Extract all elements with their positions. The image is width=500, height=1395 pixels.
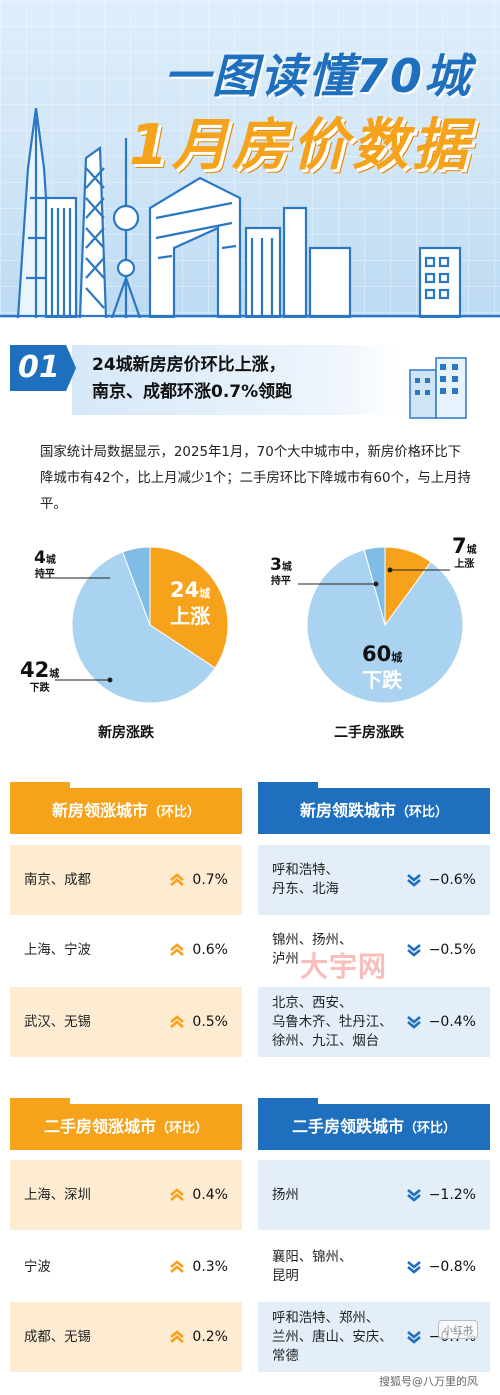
pie2-caption: 二手房涨跌 bbox=[334, 725, 404, 741]
title-line1: 一图读懂70城 bbox=[163, 49, 472, 103]
table-tab bbox=[258, 782, 318, 792]
table-row: 上海、宁波 0.6% bbox=[24, 942, 228, 958]
section-title-line1: 24城新房房价环比上涨， bbox=[92, 355, 286, 375]
table-row: 成都、无锡 0.2% bbox=[10, 1302, 242, 1372]
watermark: 大宇网 bbox=[300, 950, 388, 983]
pie-used-house-leaders bbox=[298, 567, 450, 587]
table-row: 呼和浩特、 丹东、北海 −0.6% bbox=[258, 845, 490, 915]
pie2-label-down: 60城 下跌 bbox=[362, 642, 403, 692]
pie-slice-持平 bbox=[121, 546, 151, 626]
double-chevron-down-icon bbox=[406, 1261, 421, 1274]
pie2-label-flat: 3城 持平 bbox=[270, 555, 292, 587]
table-header-new-up: 新房领涨城市（环比） bbox=[10, 788, 242, 834]
pie2-label-up: 7城 上涨 bbox=[452, 534, 477, 570]
leader-dot-up-2 bbox=[387, 567, 393, 573]
pie1-label-down: 42城 下跌 bbox=[20, 658, 60, 694]
double-chevron-up-icon bbox=[170, 1260, 185, 1273]
double-chevron-down-icon bbox=[406, 1331, 421, 1344]
table-header-used-up: 二手房领涨城市（环比） bbox=[10, 1104, 242, 1150]
double-chevron-down-icon bbox=[406, 874, 421, 887]
table-row: 宁波 0.3% bbox=[24, 1259, 228, 1275]
double-chevron-down-icon bbox=[406, 1189, 421, 1202]
city-skyline-illustration bbox=[0, 108, 500, 318]
table-row: 上海、深圳 0.4% bbox=[10, 1160, 242, 1230]
pie1-label-up: 24城 上涨 bbox=[170, 578, 211, 628]
double-chevron-down-icon bbox=[406, 1016, 421, 1029]
table-row: 武汉、无锡 0.5% bbox=[10, 987, 242, 1057]
building-icon bbox=[409, 357, 467, 419]
pie-new-house bbox=[71, 546, 229, 704]
double-chevron-up-icon bbox=[170, 873, 185, 886]
table-row: 南京、成都 0.7% bbox=[10, 845, 242, 915]
section-title-line2: 南京、成都环涨0.7%领跑 bbox=[92, 382, 293, 402]
leader-dot-down bbox=[107, 677, 113, 683]
pie-slice-下跌 bbox=[71, 551, 216, 704]
leader-dot-flat-2 bbox=[373, 581, 379, 587]
pie1-caption: 新房涨跌 bbox=[98, 725, 154, 741]
intro-paragraph: 国家统计局数据显示，2025年1月，70个大中城市中，新房价格环比下降城市有42… bbox=[40, 445, 471, 512]
double-chevron-up-icon bbox=[170, 1015, 185, 1028]
table-tab bbox=[10, 782, 70, 792]
table-row: 扬州 −1.2% bbox=[258, 1160, 490, 1230]
table-tab bbox=[10, 1098, 70, 1108]
table-row: 北京、西安、 乌鲁木齐、牡丹江、 徐州、九江、烟台 −0.4% bbox=[258, 987, 490, 1057]
double-chevron-down-icon bbox=[406, 944, 421, 957]
double-chevron-up-icon bbox=[170, 1188, 185, 1201]
section-title: 24城新房房价环比上涨， 南京、成都环涨0.7%领跑 bbox=[92, 352, 392, 406]
pie-new-house-leaders bbox=[40, 577, 113, 683]
table-header-used-down: 二手房领跌城市（环比） bbox=[258, 1104, 490, 1150]
title-line2: 1月房价数据 bbox=[129, 113, 472, 178]
header-banner: 一图读懂70城 1月房价数据 bbox=[0, 0, 500, 318]
table-row: 锦州、扬州、 泸州 −0.5% bbox=[272, 933, 476, 967]
table-tab bbox=[258, 1098, 318, 1108]
table-header-new-down: 新房领跌城市（环比） bbox=[258, 788, 490, 834]
double-chevron-up-icon bbox=[170, 1330, 185, 1343]
double-chevron-up-icon bbox=[170, 943, 185, 956]
pie-slice-下跌 bbox=[306, 549, 464, 704]
table-row: 襄阳、锦州、 昆明 −0.8% bbox=[272, 1250, 476, 1284]
section-title-bar bbox=[72, 345, 402, 415]
corner-tag: 小红书 bbox=[438, 1320, 478, 1339]
section-number-badge: 01 bbox=[10, 345, 76, 391]
credit-text: 搜狐号@八万里的风 bbox=[379, 1375, 478, 1388]
pie1-label-flat: 4城 持平 bbox=[34, 548, 56, 580]
